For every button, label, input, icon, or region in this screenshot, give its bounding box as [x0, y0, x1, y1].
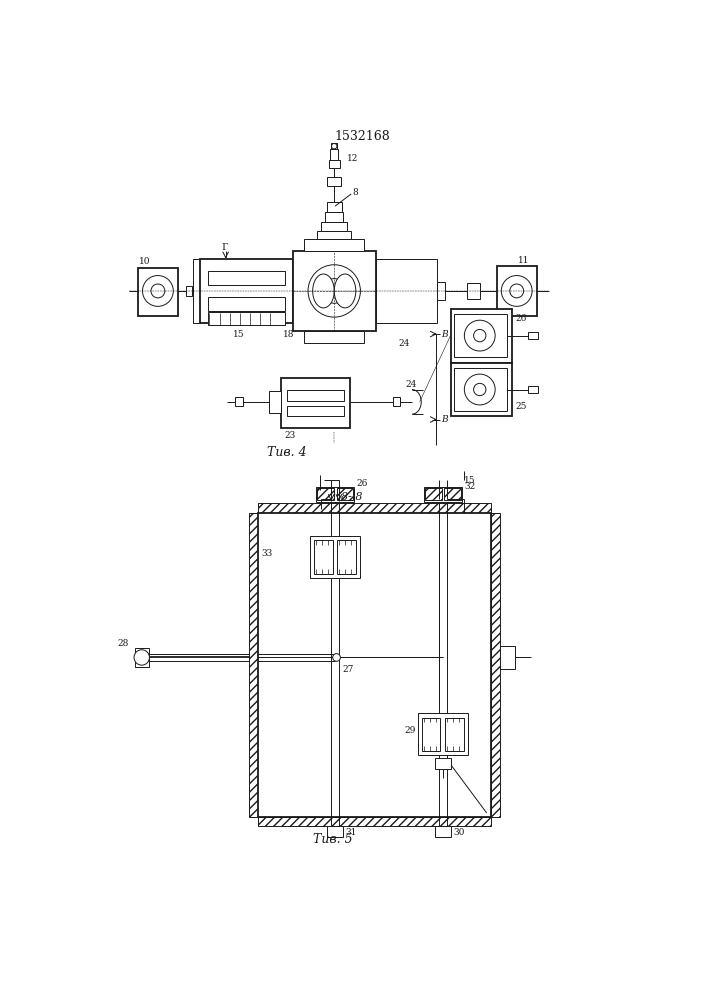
Circle shape: [333, 654, 340, 661]
Text: 31: 31: [346, 828, 357, 837]
Bar: [258, 817, 491, 826]
Bar: [455, 368, 507, 411]
Bar: [258, 503, 491, 513]
Bar: [527, 332, 538, 339]
Text: 1532168: 1532168: [334, 130, 390, 143]
Bar: [329, 160, 339, 168]
Text: 27: 27: [343, 665, 354, 674]
Bar: [491, 513, 500, 817]
Bar: [444, 488, 461, 500]
Bar: [304, 331, 364, 343]
Bar: [327, 177, 341, 186]
Bar: [438, 282, 445, 300]
Bar: [418, 713, 468, 755]
Text: 24: 24: [406, 380, 417, 389]
Bar: [445, 718, 464, 751]
Bar: [249, 513, 258, 817]
Bar: [527, 386, 538, 393]
Bar: [138, 268, 178, 316]
Circle shape: [464, 374, 495, 405]
Bar: [135, 648, 148, 667]
Bar: [422, 718, 440, 751]
Circle shape: [332, 143, 337, 149]
Bar: [327, 826, 343, 837]
Circle shape: [308, 265, 361, 317]
Bar: [325, 212, 344, 222]
Ellipse shape: [312, 274, 334, 308]
Bar: [467, 283, 480, 299]
Circle shape: [464, 320, 495, 351]
Bar: [435, 826, 450, 837]
Bar: [455, 314, 507, 357]
Circle shape: [151, 284, 165, 298]
Bar: [287, 390, 344, 401]
Text: B: B: [441, 415, 448, 424]
Bar: [310, 536, 361, 578]
Bar: [435, 758, 450, 769]
Ellipse shape: [334, 274, 356, 308]
Text: 33: 33: [262, 549, 273, 558]
Text: 15: 15: [233, 330, 244, 339]
Bar: [317, 231, 351, 239]
Bar: [337, 540, 356, 574]
Bar: [393, 397, 400, 406]
Text: 26: 26: [515, 314, 527, 323]
Bar: [500, 646, 515, 669]
Bar: [330, 149, 338, 160]
Bar: [200, 259, 293, 323]
Circle shape: [322, 279, 346, 303]
Circle shape: [474, 383, 486, 396]
Bar: [192, 259, 200, 323]
Text: 24: 24: [398, 339, 409, 348]
Text: 18: 18: [283, 330, 294, 339]
Text: Τив. 4: Τив. 4: [267, 446, 307, 459]
Bar: [376, 259, 438, 323]
Text: 23: 23: [284, 431, 296, 440]
Text: Г: Г: [221, 243, 228, 252]
Text: 29: 29: [404, 726, 416, 735]
Text: B: B: [441, 330, 448, 339]
Text: 8: 8: [352, 188, 358, 197]
Text: 8- 8: 8- 8: [341, 492, 363, 502]
Text: 15: 15: [464, 476, 476, 485]
Bar: [316, 487, 354, 502]
Bar: [321, 222, 347, 231]
Bar: [497, 266, 537, 316]
Bar: [450, 309, 512, 363]
Text: 32: 32: [464, 482, 476, 491]
Bar: [317, 488, 334, 500]
Bar: [425, 488, 442, 500]
Bar: [337, 488, 354, 500]
Circle shape: [134, 650, 149, 665]
Bar: [208, 312, 285, 325]
Bar: [331, 143, 337, 149]
Bar: [423, 487, 462, 502]
Text: 10: 10: [139, 257, 150, 266]
Bar: [450, 363, 512, 416]
Bar: [293, 251, 376, 331]
Text: 28: 28: [118, 639, 129, 648]
Bar: [208, 297, 285, 311]
Bar: [258, 513, 491, 817]
Text: 11: 11: [518, 256, 529, 265]
Text: 30: 30: [454, 828, 465, 837]
Circle shape: [510, 284, 524, 298]
Bar: [327, 202, 342, 212]
Bar: [269, 391, 281, 413]
Bar: [287, 406, 344, 416]
Bar: [235, 397, 243, 406]
Bar: [304, 239, 364, 251]
Bar: [314, 540, 333, 574]
Text: 12: 12: [347, 154, 358, 163]
Text: Τив. 5: Τив. 5: [313, 833, 353, 846]
Bar: [281, 378, 351, 428]
Bar: [208, 271, 285, 285]
Circle shape: [501, 276, 532, 306]
Circle shape: [474, 329, 486, 342]
Circle shape: [143, 276, 173, 306]
Text: 25: 25: [515, 402, 527, 411]
Bar: [186, 286, 192, 296]
Text: 26: 26: [356, 479, 368, 488]
